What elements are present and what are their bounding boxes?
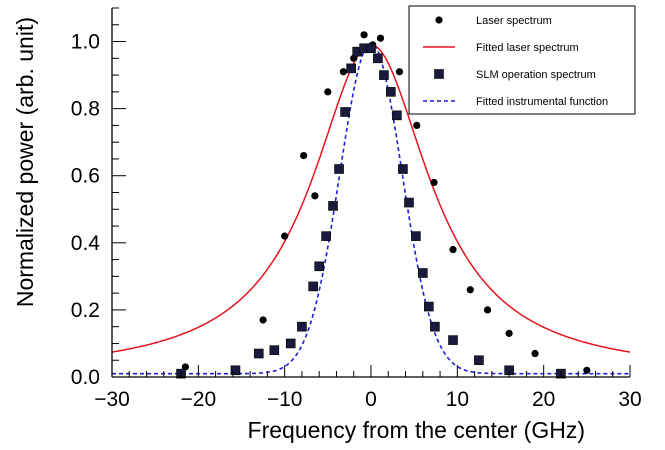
legend-label: Laser spectrum	[476, 15, 552, 27]
x-tick-label: 0	[365, 388, 377, 411]
y-tick-label: 0.2	[71, 299, 100, 322]
y-tick-label: 0.8	[71, 98, 100, 121]
data-point-circle	[376, 34, 385, 42]
data-point-square	[346, 63, 356, 74]
data-point-circle	[483, 306, 492, 314]
data-point-circle	[395, 68, 404, 76]
data-point-square	[269, 345, 280, 355]
legend-label: Fitted laser spectrum	[476, 42, 579, 54]
legend: Laser spectrum Fitted laser spectrum SLM o…	[408, 5, 636, 115]
data-point-square	[340, 107, 350, 117]
x-tick-label: 10	[446, 388, 469, 411]
data-point-square	[379, 70, 389, 80]
data-point-square	[314, 261, 325, 272]
x-axis-title: Frequency from the center (GHz)	[248, 417, 585, 443]
data-point-square	[308, 281, 318, 292]
data-point-square	[253, 348, 264, 359]
y-tick-label: 0.4	[71, 232, 101, 255]
data-point-circle	[583, 366, 591, 374]
x-tick-label: 20	[532, 388, 555, 411]
data-point-circle	[181, 363, 189, 371]
axes-layer: −30 −20 −10 0 10 20 30 0.0 0.2 0.4 0.6 0.8 1.0	[71, 7, 642, 411]
data-point-square	[334, 164, 344, 174]
data-point-square	[474, 355, 484, 366]
legend-marker-circle	[435, 16, 443, 24]
data-point-circle	[466, 286, 474, 294]
legend-marker-square	[434, 69, 444, 79]
legend-box	[408, 5, 636, 115]
legend-label: SLM operation spectrum	[476, 69, 596, 81]
data-point-square	[392, 110, 402, 121]
data-point-square	[297, 321, 307, 332]
data-point-circle	[430, 178, 438, 187]
data-point-square	[404, 197, 414, 208]
data-point-circle	[350, 54, 358, 62]
data-point-circle	[324, 88, 332, 96]
data-point-square	[424, 301, 434, 312]
data-point-circle	[259, 316, 267, 324]
data-point-square	[398, 164, 408, 174]
x-tick-label: −10	[267, 388, 303, 411]
data-point-square	[328, 201, 338, 211]
data-point-square	[373, 53, 383, 64]
data-point-circle	[531, 349, 539, 358]
data-point-circle	[505, 329, 513, 337]
y-tick-label: 1.0	[71, 31, 100, 54]
data-point-circle	[449, 245, 457, 254]
data-point-square	[430, 321, 440, 332]
x-tick-label: −20	[181, 388, 217, 411]
x-tick-label: 30	[618, 388, 641, 411]
data-point-circle	[360, 31, 368, 39]
data-point-square	[230, 365, 241, 376]
data-point-square	[448, 335, 458, 345]
y-axis-title: Normalized power (arb. unit)	[12, 17, 38, 307]
data-point-circle	[311, 192, 319, 200]
y-tick-label: 0.6	[71, 165, 100, 188]
data-point-square	[411, 231, 421, 241]
data-point-circle	[339, 68, 347, 76]
data-point-square	[386, 87, 396, 97]
data-point-square	[417, 268, 428, 278]
data-point-square	[285, 338, 296, 349]
data-point-circle	[281, 232, 289, 240]
data-point-square	[366, 43, 376, 54]
data-point-circle	[300, 152, 308, 160]
data-point-circle	[413, 121, 421, 130]
legend-label: Fitted instrumental function	[476, 96, 608, 108]
y-tick-label: 0.0	[71, 366, 100, 389]
data-point-square	[321, 231, 331, 241]
x-tick-label: −30	[94, 388, 130, 411]
